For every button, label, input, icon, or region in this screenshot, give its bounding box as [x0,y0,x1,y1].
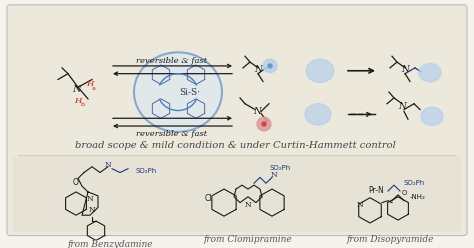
Circle shape [263,59,277,73]
Circle shape [257,117,271,131]
Text: Pr-N: Pr-N [368,186,384,195]
Text: N: N [401,65,409,74]
Text: N: N [398,102,406,111]
Text: N: N [105,161,111,169]
Text: O: O [73,178,79,187]
FancyBboxPatch shape [13,156,461,232]
Text: -NH₂: -NH₂ [410,194,426,200]
FancyBboxPatch shape [7,5,467,236]
Text: SO₂Ph: SO₂Ph [270,165,291,171]
Text: SO₂Ph: SO₂Ph [136,168,157,174]
Text: reversible & fast: reversible & fast [137,130,208,138]
Text: N: N [87,195,93,203]
Text: broad scope & mild condition & under Curtin-Hammett control: broad scope & mild condition & under Cur… [74,141,395,150]
Text: from Disopyramide: from Disopyramide [346,235,434,244]
Text: b: b [80,102,84,107]
Text: reversible & fast: reversible & fast [137,57,208,65]
Text: N: N [89,206,95,214]
Ellipse shape [134,52,222,132]
Text: N: N [356,201,364,209]
Text: H: H [86,80,93,88]
Text: Cl: Cl [204,194,212,203]
Text: O: O [401,190,407,196]
Ellipse shape [305,104,331,125]
Text: H: H [74,97,81,105]
Text: Si-S·: Si-S· [180,88,201,97]
Circle shape [262,122,266,126]
Text: N: N [253,107,261,116]
Text: N: N [271,171,277,180]
Circle shape [268,64,272,68]
Text: N: N [245,201,251,209]
Ellipse shape [306,59,334,82]
Text: N: N [254,65,262,74]
Text: SO₂Ph: SO₂Ph [404,180,425,186]
Text: from Benzydamine: from Benzydamine [67,240,153,248]
Text: from Clomipramine: from Clomipramine [204,235,292,244]
Text: a: a [92,86,96,91]
Ellipse shape [421,107,443,125]
Ellipse shape [419,63,441,82]
Text: N: N [72,85,80,94]
